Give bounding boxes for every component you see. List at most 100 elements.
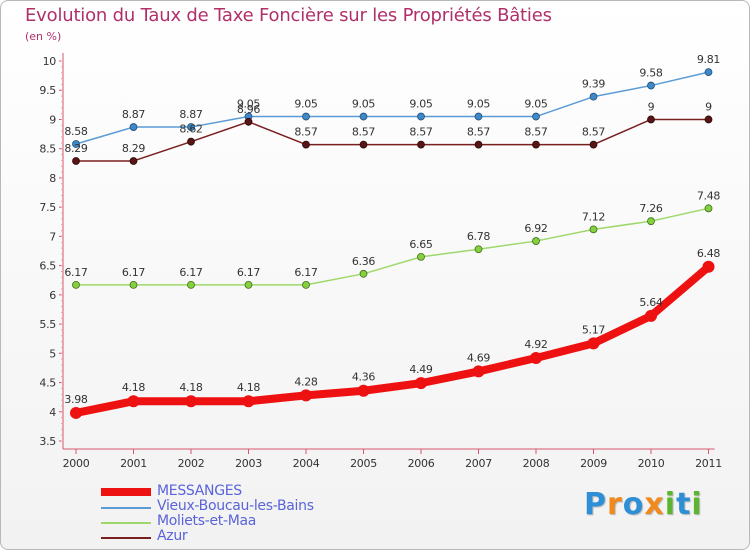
data-label-messanges: 4.28 [294, 375, 318, 388]
legend-label-azur: Azur [157, 528, 188, 544]
data-label-moliets-et-maa: 6.17 [122, 266, 146, 279]
data-label-moliets-et-maa: 6.78 [467, 230, 491, 243]
data-point-moliets-et-maa [532, 237, 540, 245]
data-label-messanges: 5.17 [582, 323, 606, 336]
data-point-messanges [415, 377, 427, 390]
data-point-azur [589, 140, 598, 149]
data-point-moliets-et-maa [129, 281, 138, 289]
data-point-vieux-boucau-les-bains [647, 81, 655, 90]
logo-letter: i [664, 487, 677, 522]
data-label-messanges: 5.64 [639, 296, 663, 309]
data-label-vieux-boucau-les-bains: 9.05 [294, 98, 318, 111]
data-label-messanges: 4.18 [122, 381, 146, 394]
data-label-messanges: 3.98 [64, 393, 88, 406]
x-tick-label: 2001 [120, 457, 147, 470]
series-line-vieux-boucau-les-bains [75, 71, 710, 145]
data-point-azur [359, 140, 368, 149]
data-label-azur: 8.62 [179, 123, 202, 136]
proxiti-logo: Proxiti [584, 487, 703, 522]
x-tick-label: 2011 [695, 457, 722, 470]
y-tick-label: 5.5 [39, 318, 56, 331]
data-point-messanges [587, 337, 600, 350]
logo-letter: i [691, 487, 703, 522]
logo-letter: P [584, 487, 607, 522]
data-label-vieux-boucau-les-bains: 9.05 [237, 98, 261, 111]
data-point-moliets-et-maa [704, 204, 713, 213]
x-tick-label: 2004 [293, 457, 320, 470]
x-tick-label: 2003 [235, 457, 262, 470]
data-label-azur: 8.29 [64, 142, 88, 155]
data-label-vieux-boucau-les-bains: 8.87 [179, 108, 203, 121]
data-label-azur: 8.57 [582, 126, 606, 139]
series-line-azur [75, 118, 710, 162]
data-point-vieux-boucau-les-bains [474, 112, 483, 121]
data-label-azur: 8.29 [122, 142, 146, 155]
legend-swatch-moliets [101, 522, 151, 524]
x-tick-label: 2007 [465, 457, 492, 470]
data-point-vieux-boucau-les-bains [72, 140, 80, 148]
data-point-vieux-boucau-les-bains [417, 112, 425, 121]
data-label-messanges: 6.48 [697, 247, 721, 260]
logo-letter: r [607, 487, 623, 522]
y-tick-label: 3.5 [39, 435, 56, 448]
data-point-messanges [472, 365, 485, 378]
y-axis-unit: (en %) [25, 30, 62, 43]
data-point-messanges [242, 395, 255, 408]
x-tick-label: 2009 [580, 457, 607, 470]
y-tick-label: 10 [43, 55, 57, 68]
y-tick-label: 9 [49, 113, 56, 126]
data-point-azur [72, 157, 80, 165]
data-label-vieux-boucau-les-bains: 9.05 [409, 98, 433, 111]
legend-label-moliets: Moliets-et-Maa [157, 513, 257, 529]
x-tick-label: 2008 [523, 457, 550, 470]
legend-label-messanges: MESSANGES [157, 483, 242, 499]
series-line-moliets-et-maa [75, 207, 710, 286]
data-label-vieux-boucau-les-bains: 8.87 [122, 108, 146, 121]
data-point-messanges [300, 389, 312, 402]
legend-swatch-azur [101, 537, 151, 539]
y-tick-label: 8.5 [39, 143, 56, 156]
y-tick-label: 6 [49, 289, 56, 302]
data-point-azur [129, 157, 138, 165]
data-label-vieux-boucau-les-bains: 9.39 [582, 78, 606, 91]
data-point-vieux-boucau-les-bains [359, 112, 368, 121]
data-label-messanges: 4.92 [524, 338, 547, 351]
data-point-messanges [530, 351, 542, 364]
data-label-azur: 8.96 [237, 103, 261, 116]
y-tick-label: 9.5 [39, 84, 56, 97]
data-point-azur [187, 137, 195, 146]
data-label-vieux-boucau-les-bains: 9.05 [467, 98, 491, 111]
data-label-moliets-et-maa: 6.17 [237, 266, 261, 279]
data-label-azur: 8.57 [352, 126, 376, 139]
y-tick-label: 7.5 [39, 201, 56, 214]
x-tick-label: 2010 [638, 457, 665, 470]
data-label-moliets-et-maa: 6.92 [524, 222, 547, 235]
y-tick-label: 7 [49, 230, 56, 243]
data-label-vieux-boucau-les-bains: 9.05 [524, 98, 548, 111]
y-tick-label: 6.5 [39, 260, 56, 273]
data-point-azur [474, 140, 483, 149]
x-tick-label: 2002 [178, 457, 205, 470]
data-point-azur [647, 115, 655, 124]
y-tick-label: 5 [49, 347, 56, 360]
data-label-vieux-boucau-les-bains: 9.81 [697, 53, 720, 66]
data-point-azur [704, 115, 713, 124]
series-line-messanges [72, 262, 713, 417]
data-label-azur: 9 [705, 100, 712, 113]
data-point-messanges [185, 395, 197, 408]
data-label-azur: 8.57 [467, 126, 491, 139]
data-point-azur [244, 117, 253, 126]
chart-title: Evolution du Taux de Taxe Foncière sur l… [25, 5, 552, 26]
data-label-messanges: 4.18 [179, 381, 203, 394]
data-label-moliets-et-maa: 7.12 [582, 210, 605, 223]
x-tick-label: 2000 [63, 457, 90, 470]
data-label-azur: 8.57 [524, 126, 548, 139]
data-point-vieux-boucau-les-bains [532, 112, 540, 121]
data-point-vieux-boucau-les-bains [704, 68, 713, 77]
logo-letter: x [644, 487, 665, 522]
legend-swatch-messanges [101, 488, 151, 496]
data-point-moliets-et-maa [72, 281, 80, 289]
y-tick-label: 4.5 [39, 377, 56, 390]
